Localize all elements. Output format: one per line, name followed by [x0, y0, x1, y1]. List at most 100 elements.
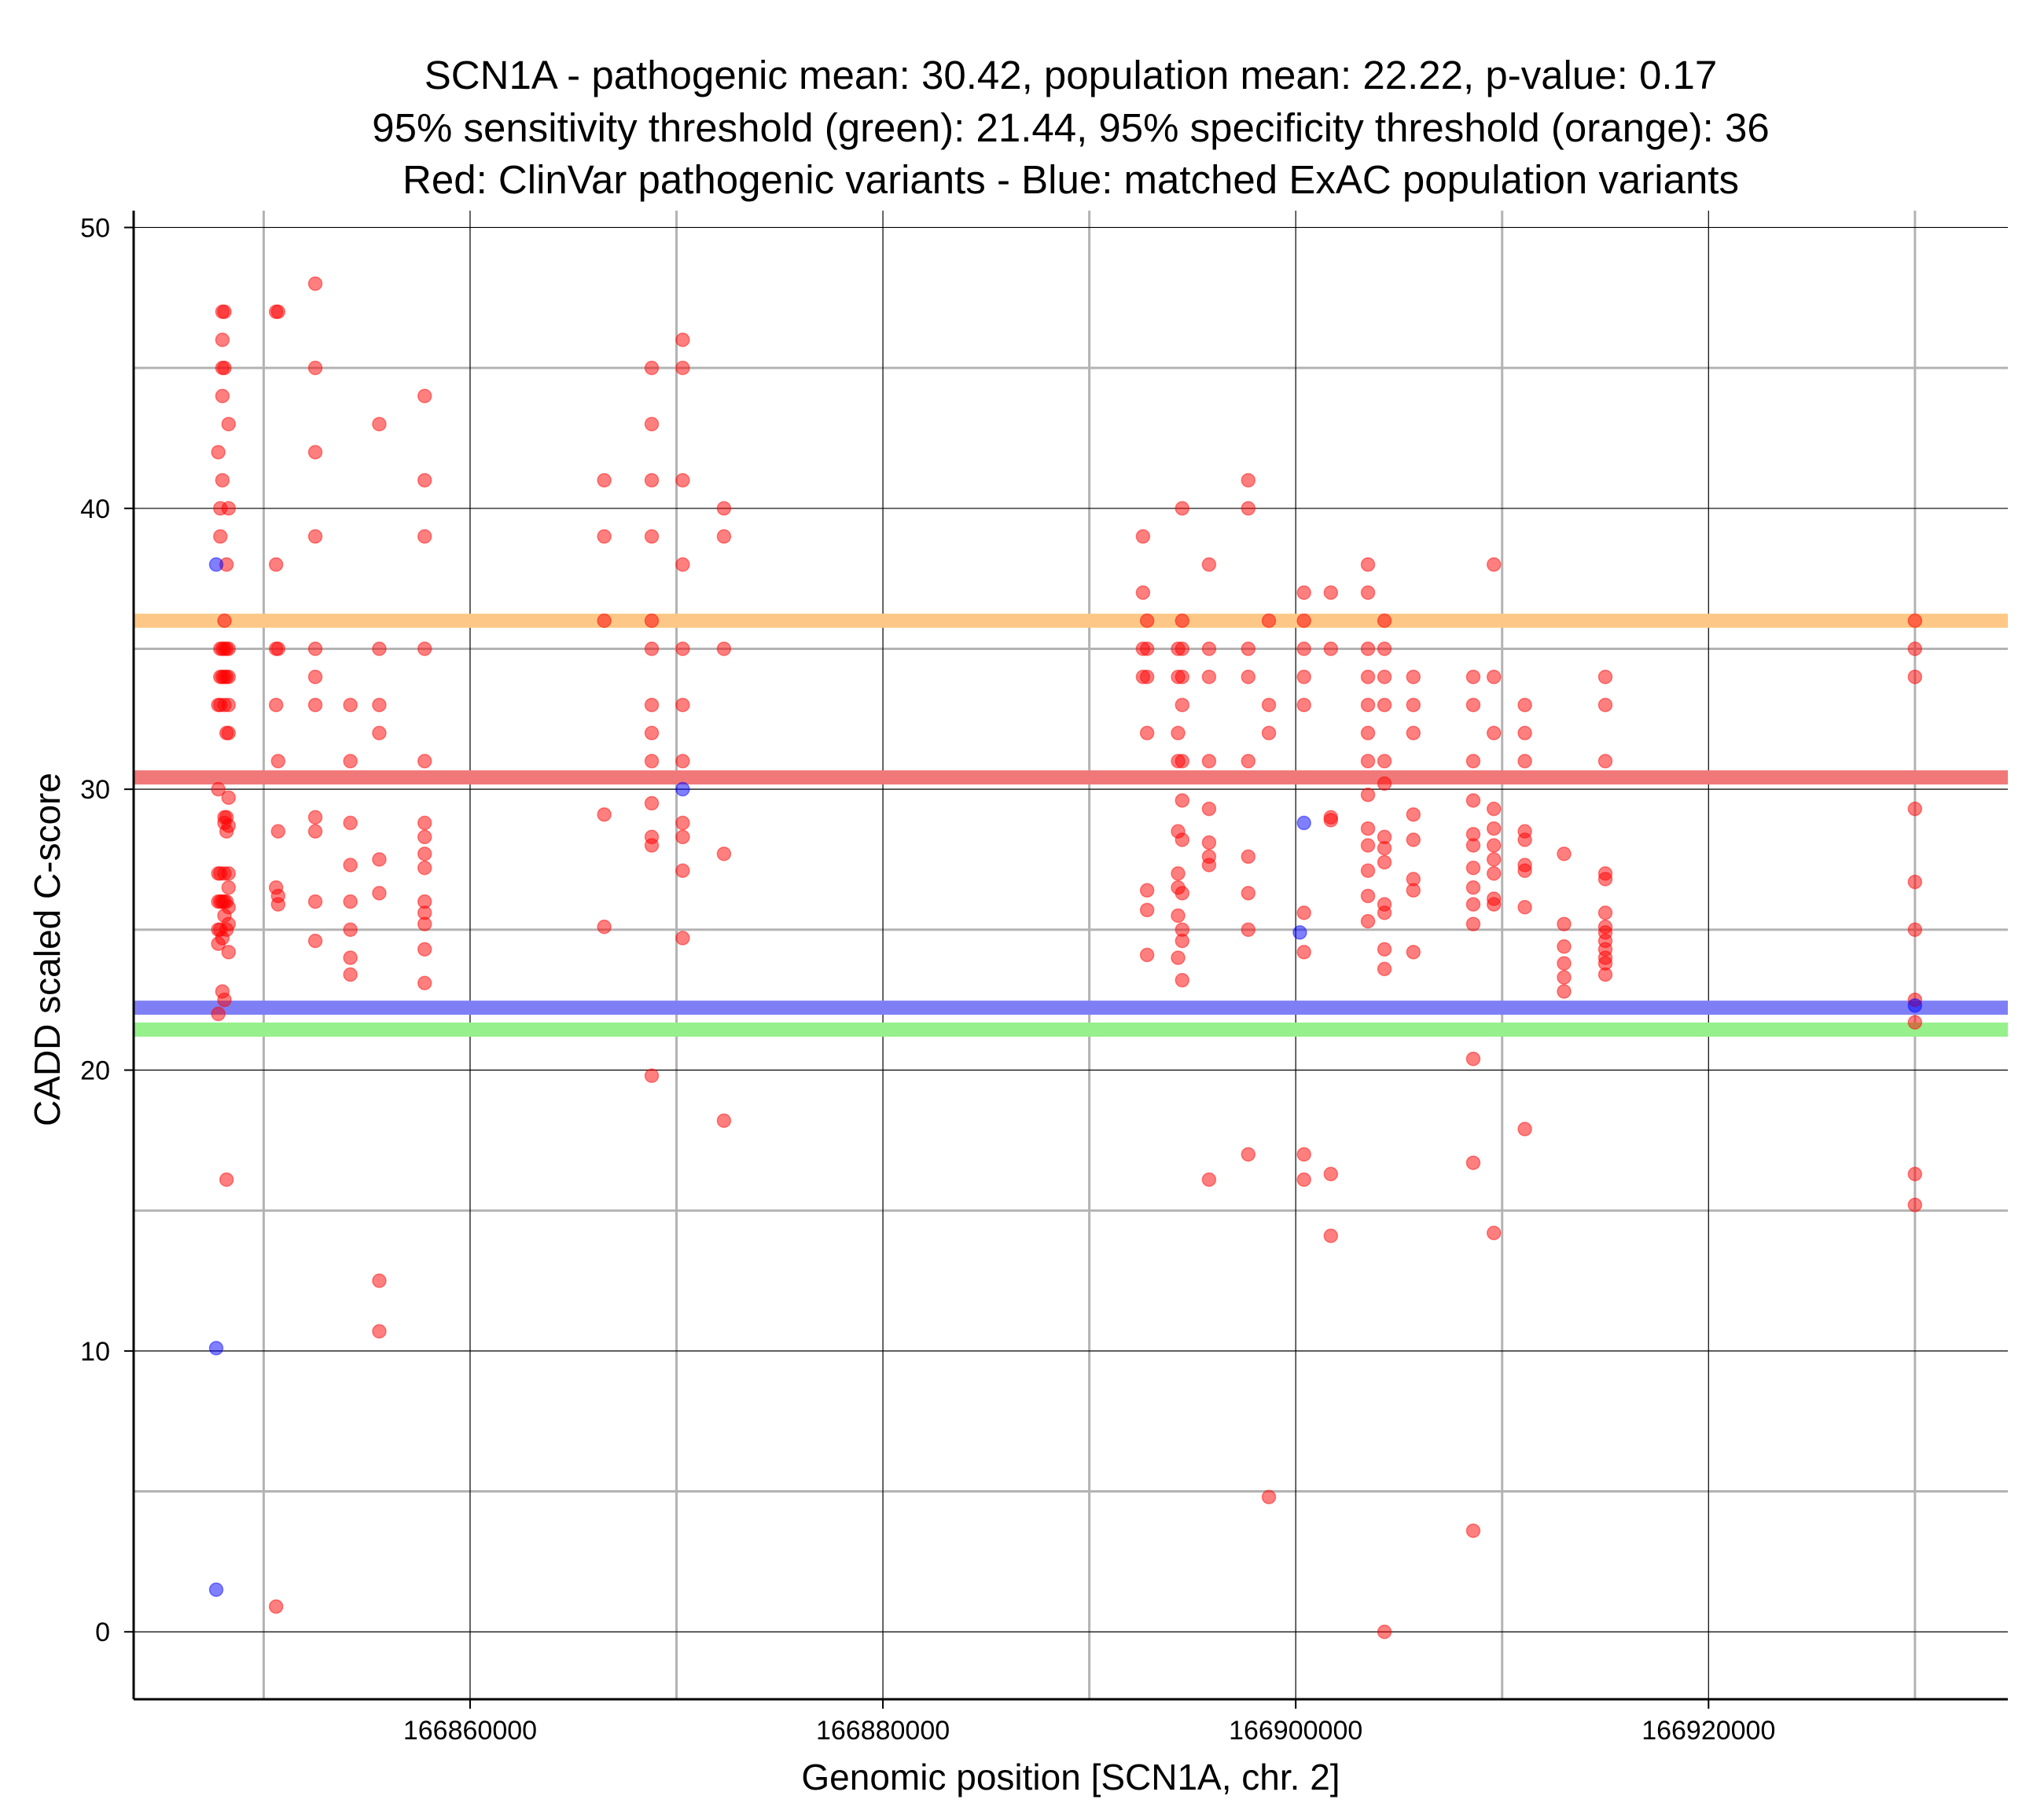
pathogenic-point-302	[1597, 967, 1613, 982]
pathogenic-point-124	[644, 697, 660, 713]
pathogenic-point-77	[307, 669, 323, 685]
pathogenic-point-130	[644, 1068, 660, 1083]
x-axis-label: Genomic position [SCN1A, chr. 2]	[801, 1757, 1340, 1797]
pathogenic-point-152	[1139, 641, 1155, 656]
pathogenic-point-117	[597, 920, 612, 935]
population-point-3	[675, 781, 690, 797]
pathogenic-point-93	[372, 697, 387, 713]
pathogenic-point-155	[1139, 883, 1155, 898]
pathogenic-point-199	[1261, 725, 1277, 740]
pathogenic-point-190	[1241, 641, 1256, 656]
pathogenic-point-125	[644, 725, 660, 740]
pathogenic-point-279	[1517, 832, 1532, 847]
pathogenic-point-85	[343, 815, 358, 831]
pathogenic-point-226	[1360, 863, 1376, 879]
pathogenic-point-292	[1597, 754, 1613, 769]
pathogenic-point-92	[372, 641, 387, 656]
pathogenic-point-2	[211, 781, 226, 797]
population-point-4	[1292, 925, 1307, 940]
pathogenic-point-288	[1557, 970, 1572, 985]
pathogenic-point-98	[372, 1324, 387, 1339]
population-point-6	[1907, 998, 1923, 1013]
chart-title-line-1: SCN1A - pathogenic mean: 30.42, populati…	[425, 53, 1717, 97]
pathogenic-point-53	[221, 790, 237, 806]
pathogenic-point-26	[217, 304, 232, 319]
pathogenic-point-0	[211, 445, 226, 460]
pathogenic-point-233	[1377, 754, 1392, 769]
pathogenic-point-178	[1175, 972, 1190, 988]
pathogenic-point-19	[215, 388, 230, 404]
pathogenic-point-194	[1241, 886, 1256, 901]
pathogenic-point-172	[1175, 754, 1190, 769]
pathogenic-point-267	[1486, 801, 1502, 817]
pathogenic-point-80	[307, 824, 323, 839]
pathogenic-point-206	[1296, 905, 1311, 920]
pathogenic-point-294	[1597, 872, 1613, 887]
pathogenic-point-201	[1296, 585, 1311, 600]
pathogenic-point-220	[1360, 697, 1376, 713]
pathogenic-point-263	[1465, 1523, 1481, 1538]
pathogenic-point-165	[1171, 908, 1186, 924]
pathogenic-point-167	[1175, 501, 1190, 516]
pathogenic-point-52	[221, 725, 237, 740]
pathogenic-point-107	[417, 860, 432, 876]
pathogenic-point-151	[1139, 613, 1155, 628]
pathogenic-point-66	[270, 304, 286, 319]
pathogenic-point-276	[1517, 725, 1532, 740]
pathogenic-point-241	[1377, 961, 1392, 977]
major-gridlines	[134, 211, 2008, 1699]
pathogenic-point-46	[219, 1172, 234, 1188]
pathogenic-point-196	[1241, 1147, 1256, 1162]
y-tick-label-3: 30	[80, 775, 110, 805]
pathogenic-point-222	[1360, 754, 1376, 769]
pathogenic-point-242	[1377, 1624, 1392, 1640]
pathogenic-point-182	[1201, 754, 1217, 769]
pathogenic-point-127	[644, 795, 660, 811]
pathogenic-point-216	[1360, 557, 1376, 572]
pathogenic-point-104	[417, 815, 432, 831]
pathogenic-point-146	[716, 1113, 732, 1129]
pathogenic-point-228	[1360, 913, 1376, 929]
pathogenic-point-247	[1406, 832, 1421, 847]
population-point-0	[208, 557, 224, 572]
pathogenic-point-141	[675, 931, 690, 946]
pathogenic-point-195	[1241, 922, 1256, 938]
pathogenic-point-103	[417, 754, 432, 769]
pathogenic-point-312	[1907, 1197, 1923, 1213]
pathogenic-point-208	[1296, 1147, 1311, 1162]
pathogenic-point-307	[1907, 874, 1923, 890]
pathogenic-point-284	[1557, 846, 1572, 861]
pathogenic-point-271	[1486, 866, 1502, 881]
pathogenic-point-126	[644, 754, 660, 769]
pathogenic-point-78	[307, 697, 323, 713]
pathogenic-point-264	[1486, 557, 1502, 572]
pathogenic-point-174	[1175, 832, 1190, 847]
pathogenic-point-290	[1597, 669, 1613, 685]
pathogenic-point-83	[343, 697, 358, 713]
pathogenic-point-133	[675, 472, 690, 488]
pathogenic-point-252	[1465, 697, 1481, 713]
pathogenic-point-188	[1241, 472, 1256, 488]
pathogenic-point-9	[213, 529, 228, 544]
pathogenic-point-97	[372, 1273, 387, 1288]
pathogenic-point-7	[211, 1006, 226, 1022]
pathogenic-point-304	[1907, 641, 1923, 656]
pathogenic-point-59	[221, 945, 237, 960]
pathogenic-point-286	[1557, 939, 1572, 954]
pathogenic-point-266	[1486, 725, 1502, 740]
x-tick-label-2: 166900000	[1229, 1716, 1362, 1746]
pathogenic-point-230	[1377, 641, 1392, 656]
pathogenic-point-205	[1296, 697, 1311, 713]
pathogenic-point-289	[1557, 984, 1572, 999]
pathogenic-point-282	[1517, 899, 1532, 915]
pathogenic-point-250	[1406, 945, 1421, 960]
pathogenic-point-95	[372, 852, 387, 867]
pathogenic-point-142	[716, 501, 732, 516]
pathogenic-point-84	[343, 754, 358, 769]
pathogenic-point-291	[1597, 697, 1613, 713]
pathogenic-point-239	[1377, 905, 1392, 920]
pathogenic-point-135	[675, 641, 690, 656]
pathogenic-point-295	[1597, 905, 1613, 920]
pathogenic-point-215	[1323, 1228, 1339, 1243]
pathogenic-point-121	[644, 529, 660, 544]
